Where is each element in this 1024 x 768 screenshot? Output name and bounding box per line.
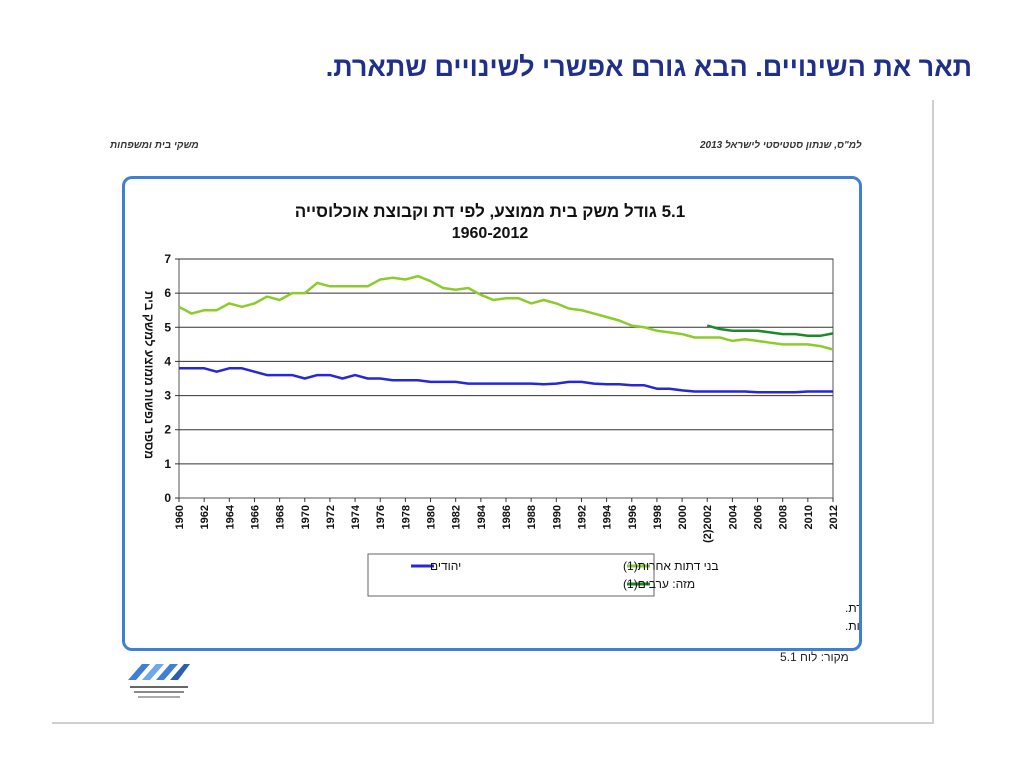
slide-title: תאר את השינויים. הבא גורם אפשרי לשינויים… <box>325 52 972 82</box>
legend-label-jews: יהודים <box>430 559 461 573</box>
x-tick-label: 1972 <box>325 505 337 529</box>
x-tick-label: 1982 <box>451 505 463 529</box>
x-axis: 1960 1962 1964 1966 1968 1970 1972 1974 1976 1978… <box>174 498 840 543</box>
plot-background <box>178 258 834 499</box>
line-chart: 5.1 גודל משק בית ממוצע, לפי דת וקבוצת או… <box>142 202 1024 633</box>
x-tick-label: 1966 <box>249 505 261 529</box>
x-tick-label: 2008 <box>778 505 790 529</box>
x-tick-label: (2)2002 <box>702 505 714 543</box>
x-tick-label: 2012 <box>828 505 840 529</box>
x-tick-label: 1990 <box>551 505 563 529</box>
x-tick-label: 1988 <box>526 505 538 529</box>
series-layer <box>178 274 834 394</box>
x-tick-label: 1960 <box>174 505 186 529</box>
y-axis: 0 1 2 3 4 5 6 7 <box>164 252 179 505</box>
x-tick-label: 2010 <box>803 505 815 529</box>
legend-label-arabs: מזה: ערבים(1) <box>623 577 695 591</box>
chart-frame: 5.1 גודל משק בית ממוצע, לפי דת וקבוצת או… <box>122 176 1024 651</box>
y-tick-label: 7 <box>164 252 171 266</box>
x-tick-label: 1962 <box>199 505 211 529</box>
y-tick-label: 4 <box>164 354 171 368</box>
series-line-1 <box>178 274 834 351</box>
x-tick-label: 1994 <box>602 504 614 529</box>
x-tick-label: 1970 <box>300 505 312 529</box>
x-tick-label: 1992 <box>576 505 588 529</box>
x-tick-label: 2000 <box>677 505 689 529</box>
x-tick-label: 1968 <box>275 505 287 529</box>
x-tick-label: 2006 <box>753 505 765 529</box>
x-tick-label: 1976 <box>375 505 387 529</box>
series-line-0 <box>179 367 833 394</box>
footnote-2: (2) החל בשנת 2002 - על בסיס קבוצות ניפוח… <box>845 619 859 633</box>
x-tick-label: 1996 <box>627 505 639 529</box>
y-tick-label: 0 <box>164 491 171 505</box>
cbs-logo <box>128 664 190 698</box>
document-header-right: למ"ס, שנתון סטטיסטי לישראל 2013 <box>700 140 862 151</box>
source-note: מקור: לוח 5.1 <box>780 650 849 664</box>
x-tick-label: 1986 <box>501 505 513 529</box>
y-tick-label: 5 <box>164 320 171 334</box>
x-tick-label: 1964 <box>224 504 236 529</box>
y-tick-label: 1 <box>164 457 171 471</box>
legend-box <box>367 553 655 597</box>
x-tick-label: 1980 <box>426 505 438 529</box>
chart-subtitle: 1960-2012 <box>452 225 529 242</box>
footnote-1: (1) החל בשנת 2002 מוצגים הערבים גם כקבוצ… <box>845 601 859 615</box>
y-tick-label: 3 <box>164 389 171 403</box>
chart-legend: בני דתות אחרות(1) מזה: ערבים(1) יהודים <box>367 553 719 597</box>
y-axis-label: מספר נפשות ממוצע למשק בית <box>142 291 156 459</box>
x-tick-label: 1974 <box>350 504 362 529</box>
x-tick-label: 2004 <box>727 504 739 529</box>
document-header-left: משקי בית ומשפחות <box>110 140 199 151</box>
x-tick-label: 1978 <box>400 505 412 529</box>
y-tick-label: 2 <box>164 423 171 437</box>
legend-label-other: בני דתות אחרות(1) <box>623 559 719 573</box>
chart-title: 5.1 גודל משק בית ממוצע, לפי דת וקבוצת או… <box>295 202 685 221</box>
plot-area <box>178 258 834 499</box>
x-tick-label: 1998 <box>652 505 664 529</box>
x-tick-label: 1984 <box>476 504 488 529</box>
series-line-2 <box>706 324 834 338</box>
y-tick-label: 6 <box>164 286 171 300</box>
